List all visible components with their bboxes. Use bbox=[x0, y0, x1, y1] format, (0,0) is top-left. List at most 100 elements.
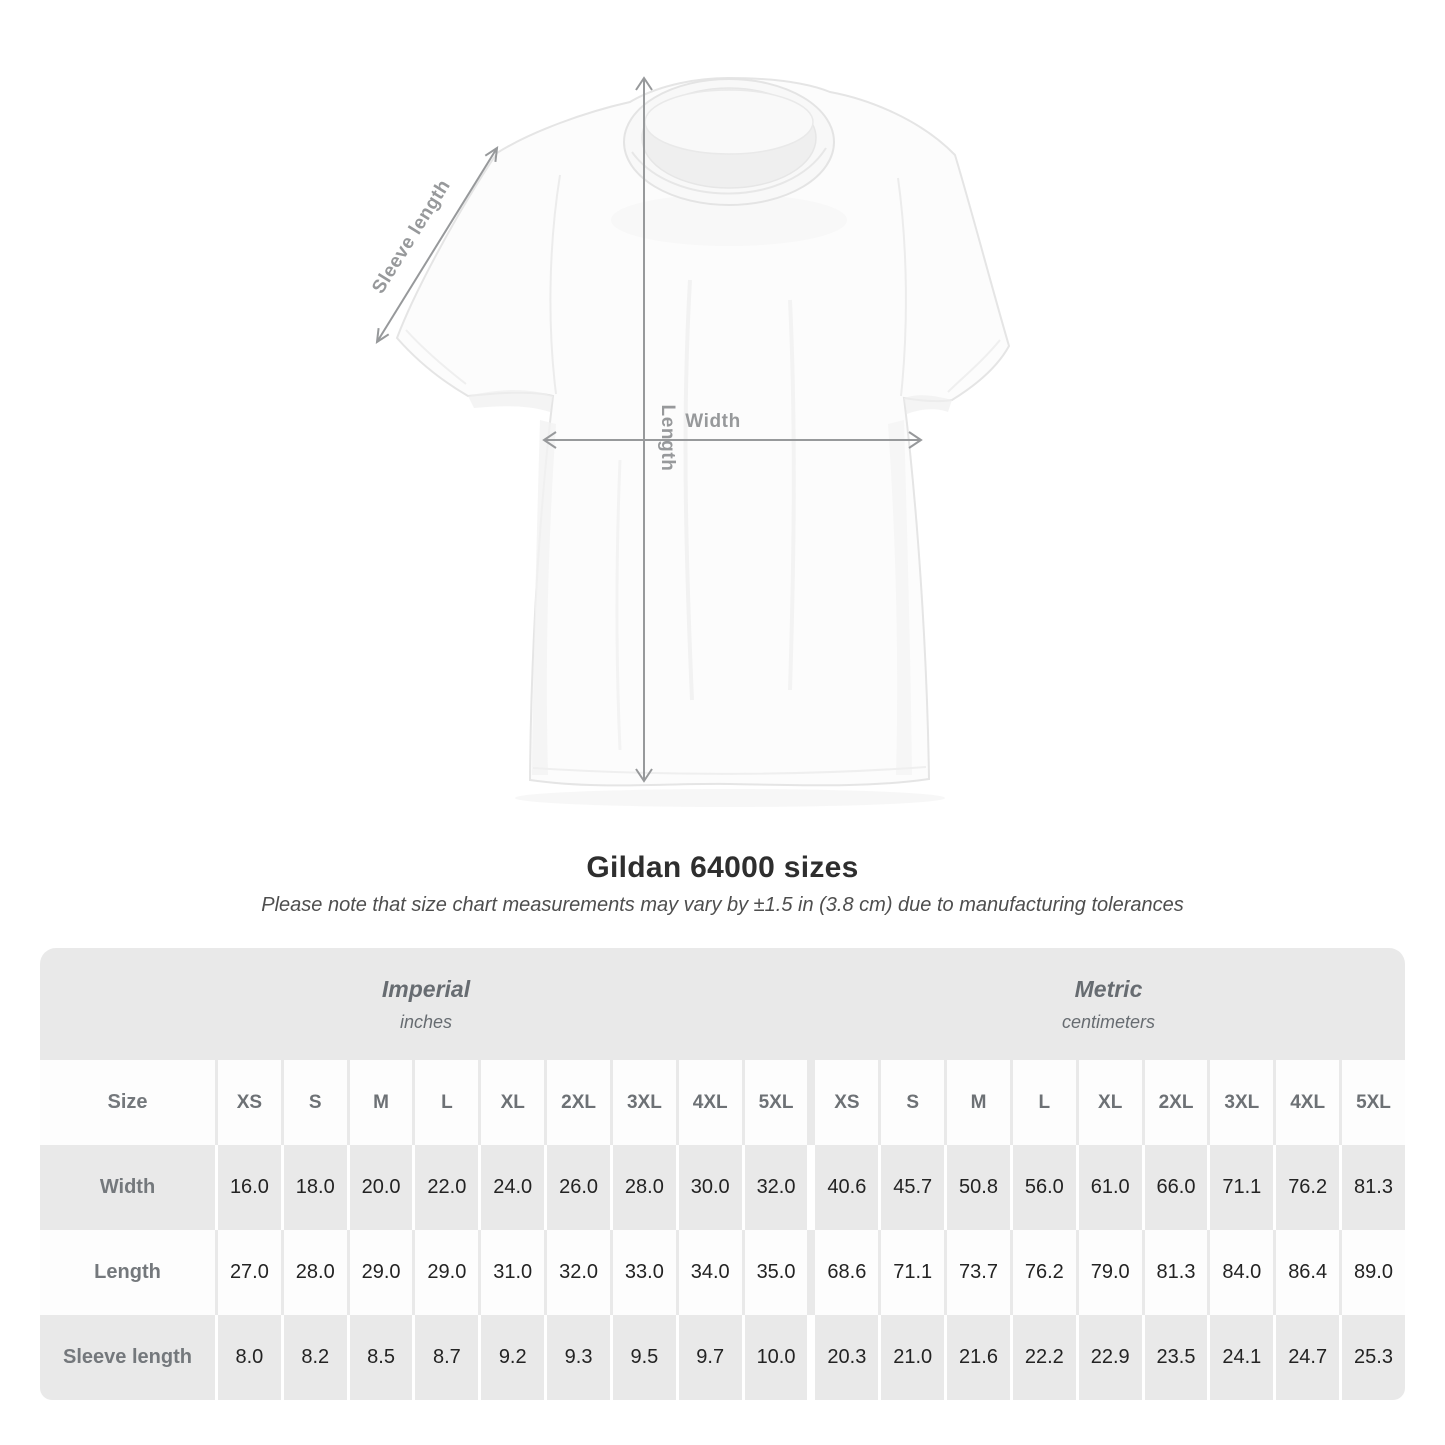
tshirt-diagram: Sleeve length Length Width bbox=[368, 76, 1011, 787]
length-measure-label: Length bbox=[657, 404, 678, 472]
row-label: Sleeve length bbox=[40, 1315, 215, 1400]
value-cell: 29.0 bbox=[415, 1230, 479, 1315]
value-cell: 68.6 bbox=[815, 1230, 879, 1315]
row-label: Length bbox=[40, 1230, 215, 1315]
size-cell: XL bbox=[1078, 1060, 1142, 1145]
collar-back-band bbox=[644, 89, 814, 155]
value-cell: 73.7 bbox=[947, 1230, 1010, 1315]
value-cell: 66.0 bbox=[1144, 1145, 1208, 1230]
value-cell: 20.0 bbox=[349, 1145, 413, 1230]
size-cell: M bbox=[947, 1060, 1010, 1145]
section-gap bbox=[810, 1230, 812, 1315]
hem-stitch bbox=[532, 766, 927, 775]
length-arrow bbox=[635, 76, 653, 783]
value-cell: 40.6 bbox=[815, 1145, 879, 1230]
value-cell: 21.0 bbox=[881, 1315, 945, 1400]
size-cell: S bbox=[283, 1060, 347, 1145]
size-cell: M bbox=[349, 1060, 413, 1145]
section-gap bbox=[810, 1315, 812, 1400]
value-cell: 84.0 bbox=[1210, 1230, 1274, 1315]
value-cell: 71.1 bbox=[1210, 1145, 1274, 1230]
value-cell: 9.2 bbox=[481, 1315, 545, 1400]
collar-stitch bbox=[631, 147, 827, 195]
size-cell: 4XL bbox=[1276, 1060, 1340, 1145]
section-gap bbox=[810, 1145, 812, 1230]
size-cell: 3XL bbox=[1210, 1060, 1274, 1145]
table-row: Width 16.0 18.0 20.0 22.0 24.0 26.0 28.0 30.0 32.… bbox=[40, 1145, 1405, 1230]
value-cell: 31.0 bbox=[481, 1230, 545, 1315]
size-cell: XL bbox=[481, 1060, 545, 1145]
size-chart-table: Imperial inches Metric centimeters Size X… bbox=[40, 948, 1405, 1400]
value-cell: 28.0 bbox=[283, 1230, 347, 1315]
sleeve-seam-right bbox=[897, 177, 907, 397]
metric-unit-label: centimeters bbox=[1061, 1011, 1156, 1032]
value-cell: 76.2 bbox=[1012, 1230, 1076, 1315]
size-cell: XS bbox=[815, 1060, 879, 1145]
value-cell: 25.3 bbox=[1342, 1315, 1405, 1400]
size-cell: L bbox=[1012, 1060, 1076, 1145]
value-cell: 86.4 bbox=[1276, 1230, 1340, 1315]
value-cell: 29.0 bbox=[349, 1230, 413, 1315]
table-header: Imperial inches Metric centimeters bbox=[40, 948, 1405, 1060]
value-cell: 22.9 bbox=[1078, 1315, 1142, 1400]
value-cell: 56.0 bbox=[1012, 1145, 1076, 1230]
value-cell: 22.0 bbox=[415, 1145, 479, 1230]
value-cell: 23.5 bbox=[1144, 1315, 1208, 1400]
sleeve-length-arrow bbox=[375, 145, 499, 345]
value-cell: 28.0 bbox=[612, 1145, 676, 1230]
value-cell: 24.7 bbox=[1276, 1315, 1340, 1400]
value-cell: 71.1 bbox=[881, 1230, 945, 1315]
width-measure-label: Width bbox=[685, 411, 741, 432]
tshirt-illustration bbox=[375, 76, 1011, 787]
value-cell: 32.0 bbox=[744, 1145, 808, 1230]
metric-section-header: Metric centimeters bbox=[812, 948, 1405, 1060]
value-cell: 8.7 bbox=[415, 1315, 479, 1400]
value-cell: 81.3 bbox=[1144, 1230, 1208, 1315]
table-row: Size XS S M L XL 2XL 3XL 4XL 5XL XS S M L XL 2XL 3XL 4XL 5… bbox=[40, 1060, 1405, 1145]
size-cell: 4XL bbox=[678, 1060, 742, 1145]
imperial-unit-label: inches bbox=[399, 1011, 453, 1032]
table-row: Sleeve length 8.0 8.2 8.5 8.7 9.2 9.3 9.5 9.7 10.… bbox=[40, 1315, 1405, 1400]
size-cell: 2XL bbox=[1144, 1060, 1208, 1145]
value-cell: 45.7 bbox=[881, 1145, 945, 1230]
value-cell: 9.3 bbox=[547, 1315, 610, 1400]
value-cell: 61.0 bbox=[1078, 1145, 1142, 1230]
metric-label: Metric bbox=[1074, 975, 1143, 1002]
value-cell: 9.5 bbox=[612, 1315, 676, 1400]
sleeve-seam-left bbox=[549, 174, 561, 395]
page-title: Gildan 64000 sizes bbox=[586, 851, 859, 884]
tshirt-body bbox=[395, 76, 1011, 787]
row-label: Width bbox=[40, 1145, 215, 1230]
size-cell: S bbox=[881, 1060, 945, 1145]
value-cell: 22.2 bbox=[1012, 1315, 1076, 1400]
value-cell: 76.2 bbox=[1276, 1145, 1340, 1230]
table-body: Size XS S M L XL 2XL 3XL 4XL 5XL XS S M L XL 2XL 3XL 4XL 5… bbox=[40, 1060, 1405, 1400]
value-cell: 8.5 bbox=[349, 1315, 413, 1400]
value-cell: 21.6 bbox=[947, 1315, 1010, 1400]
section-gap bbox=[810, 1060, 812, 1145]
size-cell: 5XL bbox=[1342, 1060, 1405, 1145]
size-cell: 2XL bbox=[547, 1060, 610, 1145]
table-row: Length 27.0 28.0 29.0 29.0 31.0 32.0 33.0 34.0 35… bbox=[40, 1230, 1405, 1315]
value-cell: 34.0 bbox=[678, 1230, 742, 1315]
size-cell: XS bbox=[218, 1060, 281, 1145]
value-cell: 30.0 bbox=[678, 1145, 742, 1230]
value-cell: 16.0 bbox=[218, 1145, 281, 1230]
value-cell: 27.0 bbox=[218, 1230, 281, 1315]
value-cell: 10.0 bbox=[744, 1315, 808, 1400]
imperial-section-header: Imperial inches bbox=[40, 948, 812, 1060]
value-cell: 26.0 bbox=[547, 1145, 610, 1230]
value-cell: 9.7 bbox=[678, 1315, 742, 1400]
value-cell: 8.0 bbox=[218, 1315, 281, 1400]
size-cell: L bbox=[415, 1060, 479, 1145]
value-cell: 24.0 bbox=[481, 1145, 545, 1230]
value-cell: 81.3 bbox=[1342, 1145, 1405, 1230]
value-cell: 50.8 bbox=[947, 1145, 1010, 1230]
tolerance-note: Please note that size chart measurements… bbox=[261, 894, 1184, 916]
value-cell: 89.0 bbox=[1342, 1230, 1405, 1315]
value-cell: 20.3 bbox=[815, 1315, 879, 1400]
value-cell: 24.1 bbox=[1210, 1315, 1274, 1400]
imperial-label: Imperial bbox=[381, 975, 471, 1002]
value-cell: 32.0 bbox=[547, 1230, 610, 1315]
